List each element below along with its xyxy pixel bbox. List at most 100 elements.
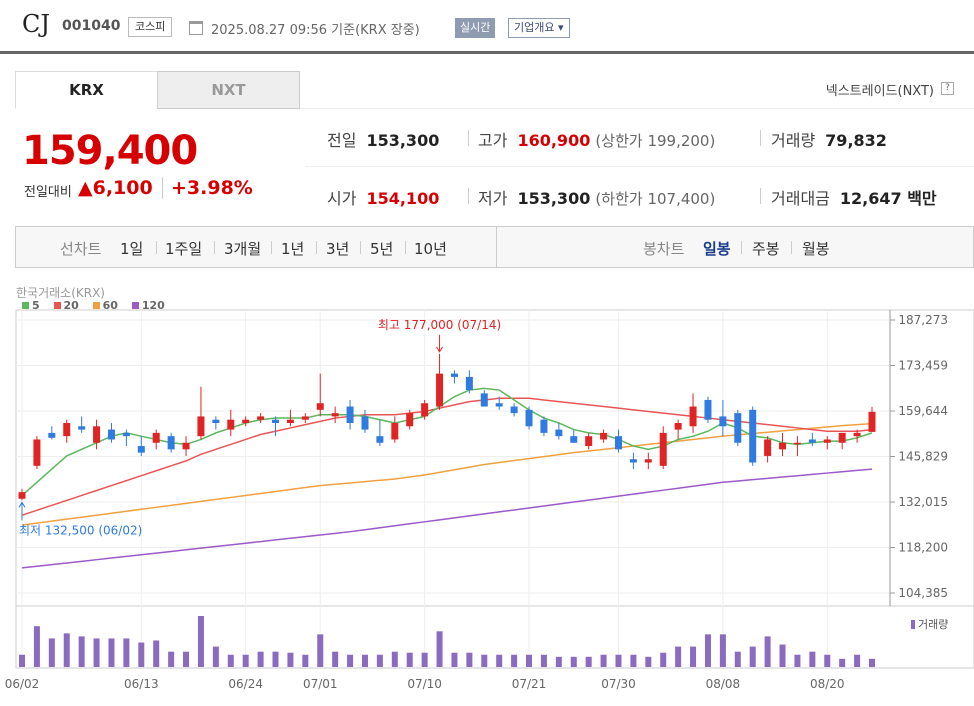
volume-bar xyxy=(779,644,786,667)
stat-value: 79,832 xyxy=(825,131,887,150)
candle-body xyxy=(823,439,831,443)
legend-swatch xyxy=(92,302,100,309)
candle-body xyxy=(48,432,56,438)
volume-bar xyxy=(809,651,816,667)
y-tick-label: 187,273 xyxy=(898,313,948,327)
stat-open: 시가 154,100 xyxy=(327,185,439,209)
legend-label: 20 xyxy=(63,299,79,312)
volume-bar xyxy=(869,658,875,667)
candle-body xyxy=(659,432,667,466)
x-tick-label: 08/08 xyxy=(706,677,741,691)
candle-body xyxy=(689,406,697,427)
volume-bar xyxy=(406,652,413,667)
candle-body xyxy=(18,492,26,499)
volume-bar xyxy=(555,656,562,667)
divider xyxy=(760,130,761,146)
period-1y[interactable]: 1년 xyxy=(281,240,305,258)
volume-bar xyxy=(78,636,85,667)
candle-body xyxy=(257,416,265,420)
ma60-line xyxy=(21,422,873,526)
legend-ma5: 5 xyxy=(22,299,40,312)
volume-bar xyxy=(794,654,801,667)
volume-bar xyxy=(212,646,219,667)
divider xyxy=(468,130,469,146)
volume-bar xyxy=(704,634,711,667)
volume-bar xyxy=(257,651,264,667)
volume-bar xyxy=(466,652,473,667)
y-tick-label: 104,385 xyxy=(898,586,948,600)
x-tick-label: 06/24 xyxy=(228,677,263,691)
candle-body xyxy=(600,432,608,440)
candle-body xyxy=(749,409,757,463)
line-chart-label: 선차트 xyxy=(60,240,102,258)
company-overview-button[interactable]: 기업개요 ▾ xyxy=(508,18,570,38)
x-tick-label: 07/01 xyxy=(303,677,338,691)
divider xyxy=(305,166,974,167)
candle-body xyxy=(480,393,488,407)
period-1w[interactable]: 1주일 xyxy=(165,240,203,258)
candle-body xyxy=(644,459,652,463)
change-value: ▲6,100 xyxy=(78,177,153,199)
candle-body xyxy=(361,416,369,430)
change-label: 전일대비 xyxy=(24,185,72,200)
candle-body xyxy=(793,442,801,445)
legend-ma20: 20 xyxy=(53,299,79,312)
candle-body xyxy=(719,416,727,427)
nxt-link[interactable]: 넥스트레이드(NXT) xyxy=(825,84,934,99)
exchange-tabs: KRX NXT xyxy=(15,71,300,109)
candle-body xyxy=(167,436,175,450)
volume-bar xyxy=(421,652,428,667)
volume-bar xyxy=(108,638,115,667)
candle-body xyxy=(376,436,384,443)
period-1d[interactable]: 1일 xyxy=(120,240,144,258)
candle-body xyxy=(704,399,712,420)
y-tick-label: 159,644 xyxy=(898,404,948,418)
candle-body xyxy=(868,411,876,432)
tab-krx[interactable]: KRX xyxy=(15,71,158,109)
period-weekly[interactable]: 주봉 xyxy=(752,240,780,258)
help-icon[interactable]: ? xyxy=(941,82,954,95)
period-5y[interactable]: 5년 xyxy=(370,240,394,258)
stat-label: 전일 xyxy=(327,131,357,150)
volume-bar xyxy=(719,634,726,667)
realtime-button[interactable]: 실시간 xyxy=(455,18,496,38)
stock-name: CJ xyxy=(22,10,50,38)
candle-body xyxy=(465,376,473,391)
candle-body xyxy=(421,403,429,417)
candle-body xyxy=(272,419,280,424)
volume-bar xyxy=(645,656,652,667)
candle-body xyxy=(152,432,160,443)
period-3m[interactable]: 3개월 xyxy=(224,240,262,258)
candle-body xyxy=(779,442,787,450)
divider xyxy=(316,241,317,254)
period-daily[interactable]: 일봉 xyxy=(703,240,731,258)
volume-bar xyxy=(242,654,249,667)
divider xyxy=(496,227,497,267)
legend-swatch xyxy=(131,302,139,309)
upper-limit: (상한가 199,200) xyxy=(595,132,716,150)
x-tick-label: 07/30 xyxy=(601,677,636,691)
chart-source: 한국거래소(KRX) xyxy=(16,286,105,300)
period-3y[interactable]: 3년 xyxy=(326,240,350,258)
divider xyxy=(271,241,272,254)
period-bar: 선차트 1일 1주일 3개월 1년 3년 5년 10년 봉차트 일봉 주봉 월봉 xyxy=(15,226,974,268)
divider xyxy=(791,241,792,254)
candle-body xyxy=(197,416,205,437)
x-tick-label: 08/20 xyxy=(810,677,845,691)
x-tick-label: 07/21 xyxy=(512,677,547,691)
candle-body xyxy=(107,429,115,440)
volume-legend-swatch xyxy=(911,620,915,629)
volume-bar xyxy=(287,652,294,667)
volume-bar xyxy=(600,654,607,667)
period-10y[interactable]: 10년 xyxy=(414,240,447,258)
tab-nxt[interactable]: NXT xyxy=(157,71,300,109)
period-monthly[interactable]: 월봉 xyxy=(802,240,830,258)
max-arrow-head xyxy=(436,346,443,353)
volume-bar xyxy=(630,654,637,667)
legend-ma60: 60 xyxy=(92,299,118,312)
ma120-line xyxy=(21,468,873,569)
legend-label: 60 xyxy=(102,299,118,312)
stock-header: CJ 001040 코스피 2025.08.27 09:56 기준(KRX 장중… xyxy=(0,0,974,54)
x-tick-label: 06/13 xyxy=(124,677,159,691)
